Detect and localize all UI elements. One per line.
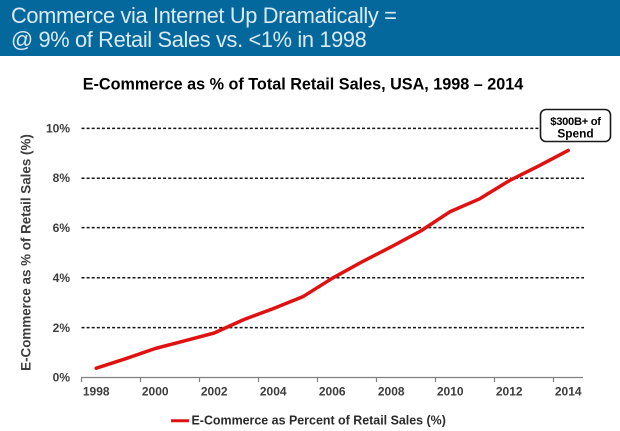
svg-text:2012: 2012 [496, 385, 523, 399]
svg-text:2004: 2004 [260, 385, 287, 399]
svg-text:0%: 0% [53, 370, 71, 384]
svg-text:E-Commerce as Percent of Retai: E-Commerce as Percent of Retail Sales (%… [192, 414, 446, 428]
svg-text:E-Commerce as % of Total Retai: E-Commerce as % of Total Retail Sales, U… [83, 76, 524, 94]
svg-text:4%: 4% [53, 271, 71, 285]
svg-text:E-Commerce as % of Retail Sale: E-Commerce as % of Retail Sales (%) [19, 134, 34, 371]
svg-text:$300B+ of: $300B+ of [550, 116, 601, 128]
svg-text:2000: 2000 [142, 385, 169, 399]
svg-text:2%: 2% [53, 321, 71, 335]
svg-text:@ 9% of Retail Sales vs. <1% i: @ 9% of Retail Sales vs. <1% in 1998 [11, 27, 367, 52]
svg-text:1998: 1998 [83, 385, 110, 399]
svg-text:2010: 2010 [437, 385, 464, 399]
svg-text:2014: 2014 [555, 385, 582, 399]
svg-text:8%: 8% [53, 171, 71, 185]
svg-text:2002: 2002 [201, 385, 228, 399]
svg-text:6%: 6% [53, 221, 71, 235]
svg-text:10%: 10% [46, 121, 70, 135]
svg-text:Spend: Spend [557, 127, 593, 141]
svg-text:2006: 2006 [319, 385, 346, 399]
svg-text:Commerce via Internet Up Drama: Commerce via Internet Up Dramatically = [11, 3, 397, 28]
svg-text:2008: 2008 [378, 385, 405, 399]
